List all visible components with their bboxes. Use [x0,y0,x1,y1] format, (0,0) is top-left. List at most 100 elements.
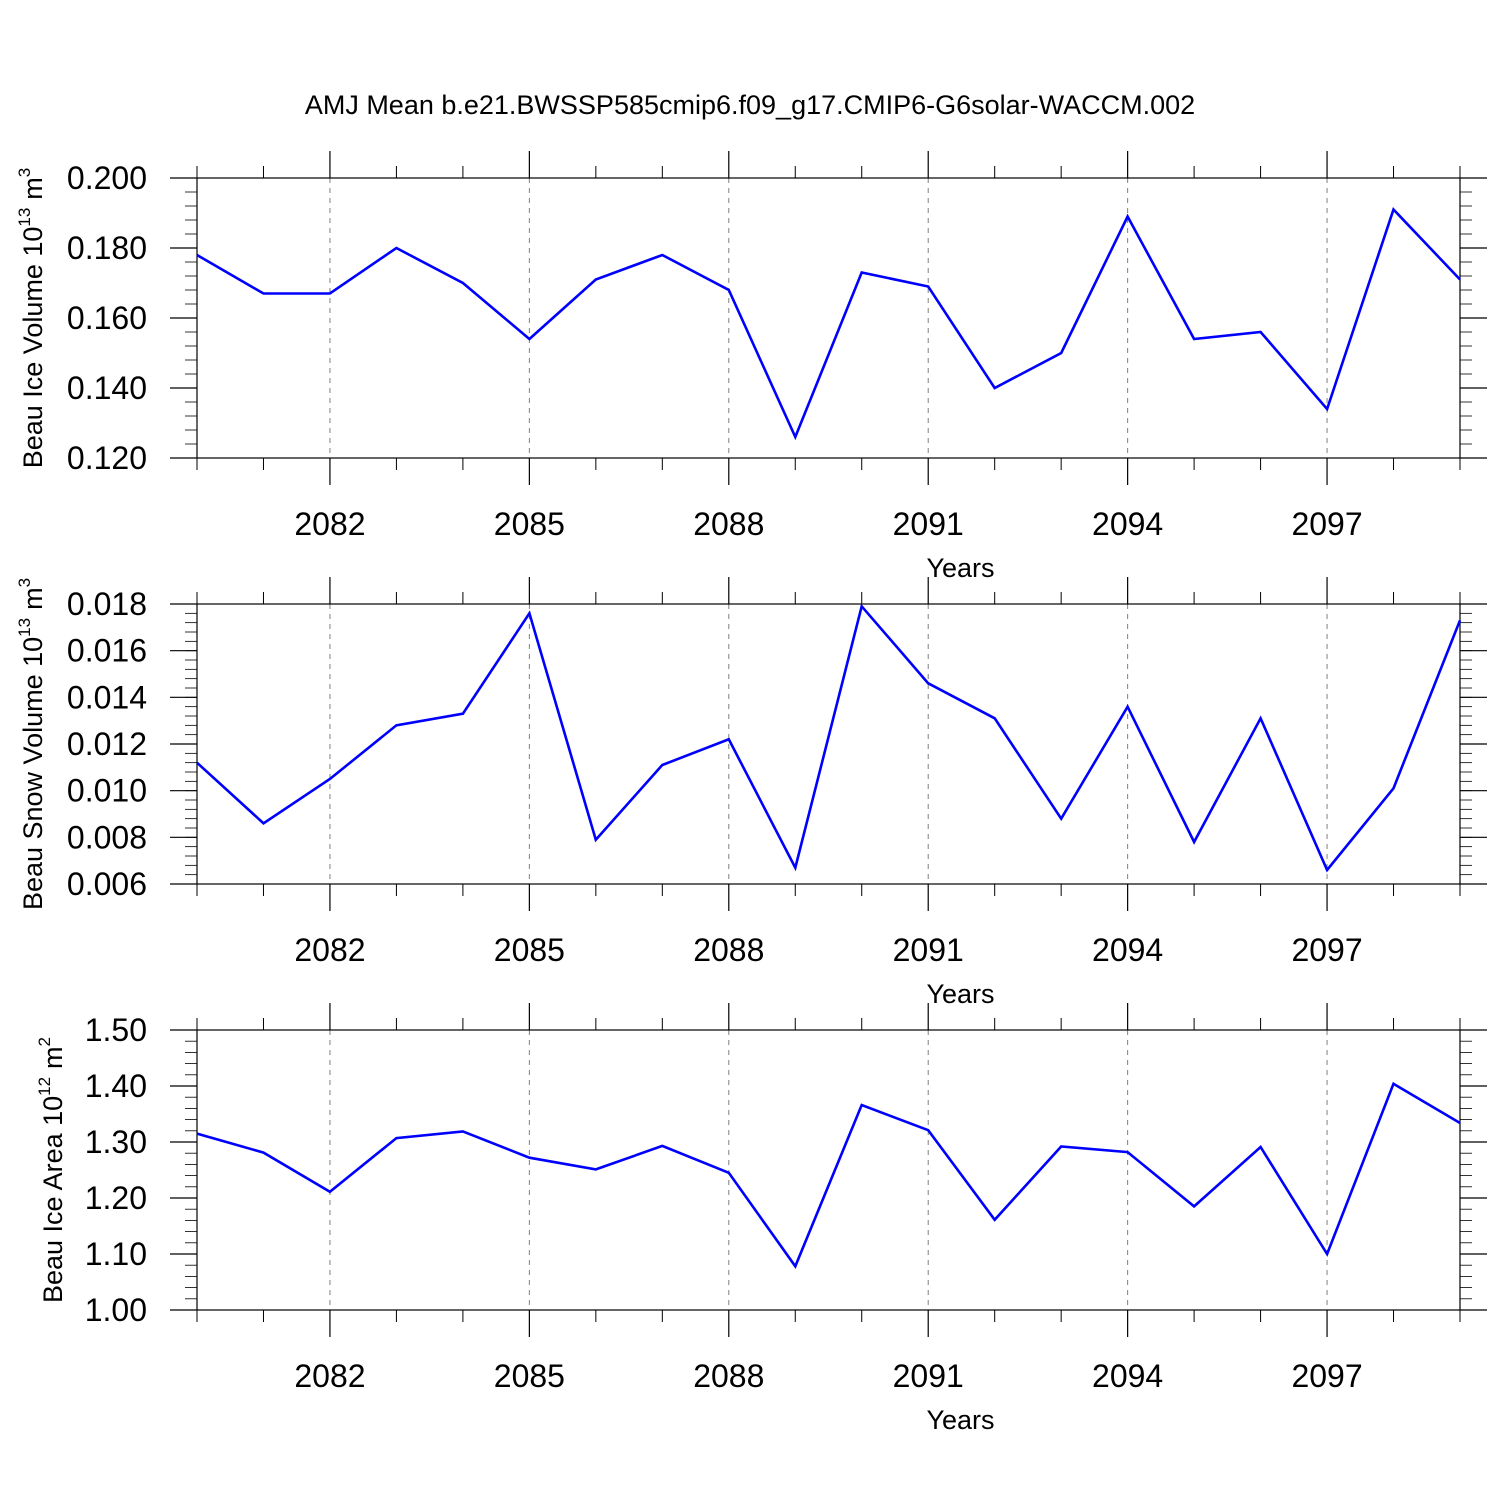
x-tick-label: 2082 [294,932,365,968]
x-tick-label: 2094 [1092,506,1163,542]
data-point [195,253,199,257]
y-tick-label: 0.160 [67,300,147,336]
plot-frame [196,1029,1461,1311]
data-point [727,1171,731,1175]
data-point [993,1218,997,1222]
y-axis-title-unit: m [18,177,48,200]
data-point [594,838,598,842]
series-line [196,603,1462,873]
x-tick-label: 2091 [893,1358,964,1394]
data-point [1059,1144,1063,1148]
y-axis-title-text: Beau Snow Volume 10 [18,637,48,910]
data-point [1192,1204,1196,1208]
data-point [594,1167,598,1171]
x-tick-label: 2097 [1291,506,1362,542]
data-point [394,723,398,727]
data-point [527,337,531,341]
x-tick-label: 2088 [693,932,764,968]
data-point [1392,1082,1396,1086]
data-point [195,1132,199,1136]
data-point [261,1151,265,1155]
y-tick-label: 0.010 [67,773,147,809]
y-axis-title-unit: m [18,587,48,610]
data-point [261,821,265,825]
x-tick-label: 2091 [893,506,964,542]
x-axis-title: Years [926,1405,994,1435]
x-axis-title: Years [926,553,994,583]
y-tick-label: 0.018 [67,586,147,622]
y-tick-label: 0.140 [67,370,147,406]
y-tick-label: 1.10 [85,1236,147,1272]
data-point [860,604,864,608]
data-point [727,288,731,292]
x-tick-label: 2091 [893,932,964,968]
y-tick-label: 1.30 [85,1124,147,1160]
y-tick-label: 0.006 [67,866,147,902]
data-point [793,866,797,870]
x-tick-label: 2097 [1291,1358,1362,1394]
x-tick-label: 2094 [1092,1358,1163,1394]
y-tick-label: 0.008 [67,819,147,855]
data-point [1325,407,1329,411]
panel-3: 2082 2085 2088 2091 2094 2097 1.00 1.10 1.20 1.30… [35,1003,1487,1435]
data-point [261,292,265,296]
data-point [1259,330,1263,334]
data-point [1325,1252,1329,1256]
data-point [1126,705,1130,709]
data-point [926,681,930,685]
x-tick-label: 2082 [294,506,365,542]
data-point [1126,1150,1130,1154]
data-point [860,271,864,275]
y-tick-label: 0.200 [67,160,147,196]
plot-frame [196,177,1461,459]
y-axis-title-exponent: 12 [35,1077,54,1096]
y-axis-title-unit-exponent: 2 [35,1037,54,1046]
data-point [461,712,465,716]
y-tick-label: 0.180 [67,230,147,266]
data-point [527,1156,531,1160]
data-point [1192,337,1196,341]
series-line [196,1081,1461,1269]
y-axis-title-exponent: 13 [15,618,34,637]
data-point [1126,215,1130,219]
data-point [660,763,664,767]
data-point [1392,786,1396,790]
y-tick-label: 1.20 [85,1180,147,1216]
y-tick-label: 0.016 [67,633,147,669]
y-tick-label: 0.012 [67,726,147,762]
y-axis-title-exponent: 13 [15,208,34,227]
data-point [860,1103,864,1107]
y-tick-label: 0.120 [67,440,147,476]
data-point [926,285,930,289]
y-axis-title-text: Beau Ice Volume 10 [18,227,48,469]
x-tick-label: 2085 [494,932,565,968]
y-axis-title: Beau Snow Volume 1013 m3 [15,578,48,910]
data-point [660,253,664,257]
data-point [594,278,598,282]
data-point [328,1190,332,1194]
data-point [1259,716,1263,720]
data-point [793,435,797,439]
data-point [1325,868,1329,872]
data-point [793,1264,797,1268]
data-point [328,777,332,781]
data-point [926,1128,930,1132]
y-tick-label: 1.40 [85,1068,147,1104]
data-point [527,611,531,615]
y-axis-title: Beau Ice Area 1012 m2 [35,1037,68,1303]
y-axis-title-unit-exponent: 3 [15,578,34,587]
data-point [1192,840,1196,844]
data-point [461,1129,465,1133]
y-tick-label: 1.50 [85,1012,147,1048]
data-point [1059,351,1063,355]
x-tick-label: 2088 [693,506,764,542]
panels-group: 2082 2085 2088 2091 2094 2097 0.120 0.140 0.160 0… [15,151,1487,1435]
panel-2: 2082 2085 2088 2091 2094 2097 0.006 0.008 0.010 0… [15,577,1487,1009]
y-axis-title-text: Beau Ice Area 10 [38,1096,68,1303]
data-point [993,716,997,720]
data-point [394,1136,398,1140]
data-point [461,281,465,285]
x-tick-label: 2097 [1291,932,1362,968]
x-tick-label: 2082 [294,1358,365,1394]
